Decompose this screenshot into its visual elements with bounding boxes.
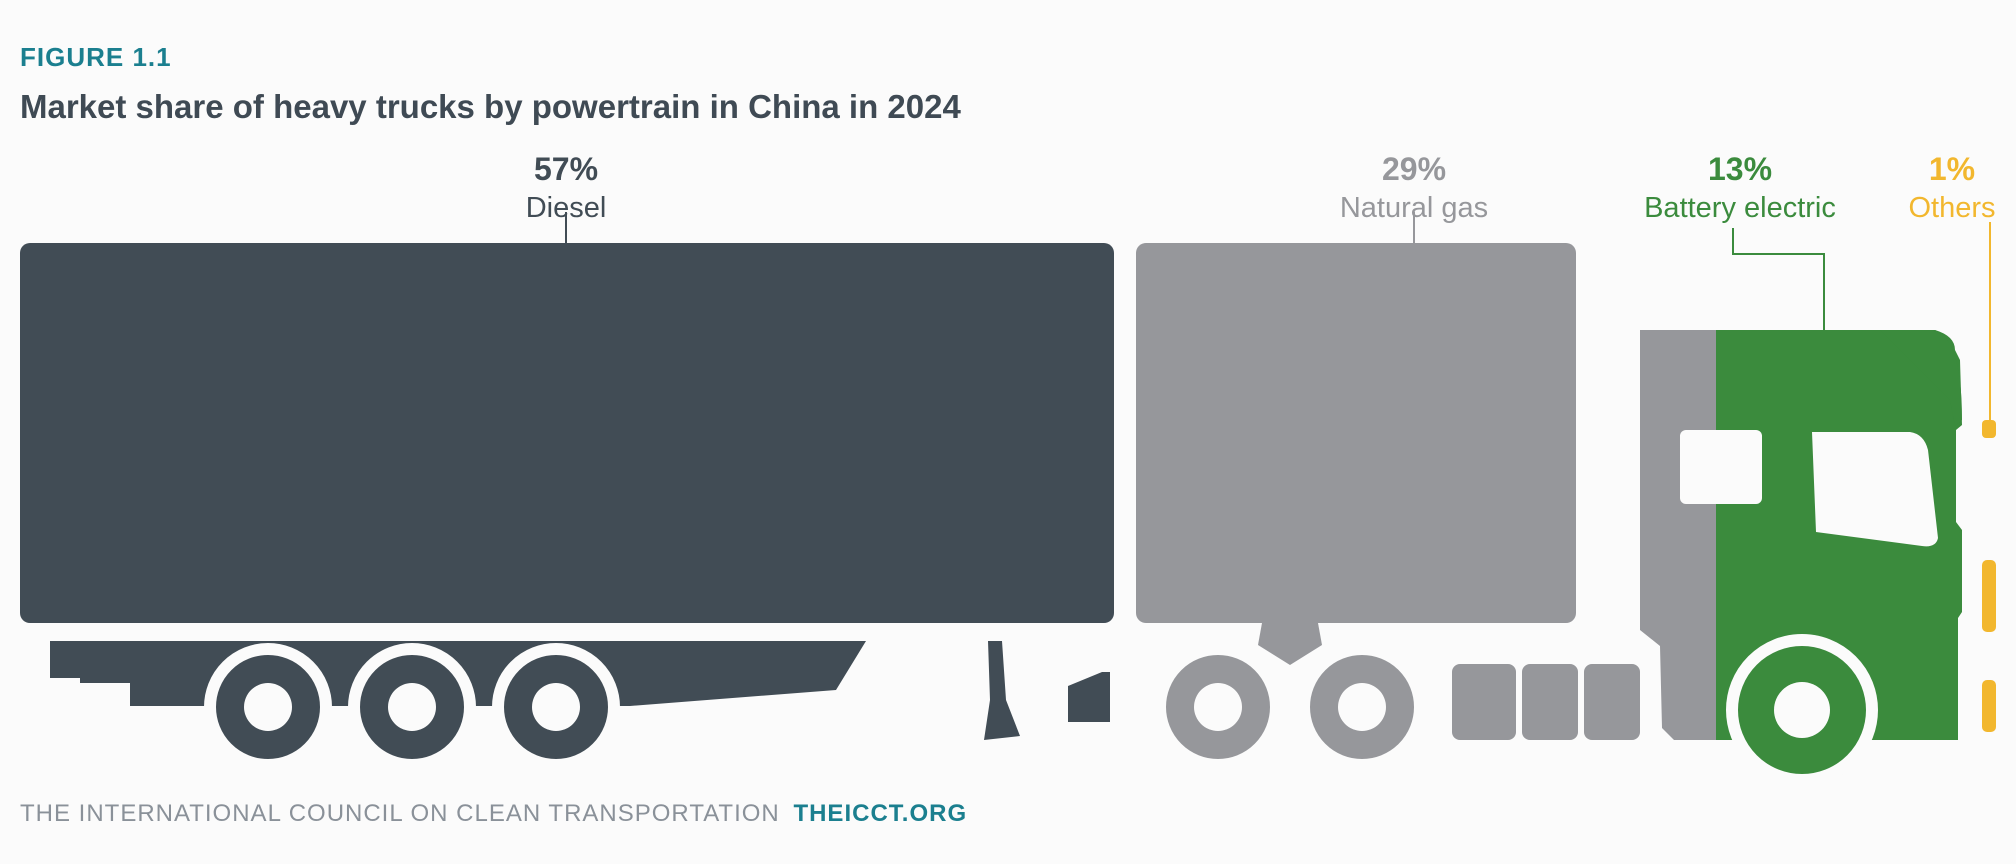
footer-org: THE INTERNATIONAL COUNCIL ON CLEAN TRANS…	[20, 800, 780, 827]
gas-tank-1	[1452, 664, 1516, 740]
diesel-hitch-plate	[1068, 672, 1110, 722]
figure-label: FIGURE 1.1	[20, 42, 172, 72]
diesel-wheel-2-hub	[388, 683, 436, 731]
gas-wheel-1-hub	[1194, 683, 1242, 731]
others-bumper-top	[1982, 420, 1996, 438]
leader-line-battery-electric	[1732, 228, 1825, 330]
diesel-wheel-3-hub	[532, 683, 580, 731]
others-bumper-low	[1982, 680, 1996, 732]
diesel-landing-leg	[984, 641, 1020, 740]
category-label-others: Others	[1908, 192, 1995, 224]
bev-cab-mirror	[1680, 430, 1762, 504]
value-label-battery-electric: 13%	[1708, 151, 1772, 187]
category-label-battery-electric: Battery electric	[1644, 192, 1836, 224]
diesel-wheel-1-hub	[244, 683, 292, 731]
others-segment	[1982, 420, 1996, 732]
gas-wheel-2-hub	[1338, 683, 1386, 731]
gas-tank-2	[1522, 664, 1578, 740]
bev-cab-window	[1812, 432, 1938, 547]
diesel-trailer-wheels	[204, 643, 620, 771]
chart-title: Market share of heavy trucks by powertra…	[20, 88, 961, 125]
bev-wheel-hub	[1774, 682, 1830, 738]
value-label-diesel: 57%	[534, 151, 598, 187]
others-bumper-mid	[1982, 560, 1996, 632]
natural-gas-box	[1136, 243, 1576, 623]
value-label-natural-gas: 29%	[1382, 151, 1446, 187]
gas-cab-rear	[1640, 330, 1716, 740]
footer: THE INTERNATIONAL COUNCIL ON CLEAN TRANS…	[20, 800, 967, 828]
battery-electric-segment	[1680, 330, 1962, 786]
gas-tank-3	[1584, 664, 1640, 740]
diesel-trailer-box	[20, 243, 1114, 623]
trailer-diesel-segment	[20, 243, 1114, 771]
natural-gas-box-mount	[1258, 623, 1322, 665]
footer-site-link[interactable]: THEICCT.ORG	[793, 800, 968, 827]
value-label-others: 1%	[1929, 151, 1975, 187]
natural-gas-segment	[1136, 243, 1716, 771]
